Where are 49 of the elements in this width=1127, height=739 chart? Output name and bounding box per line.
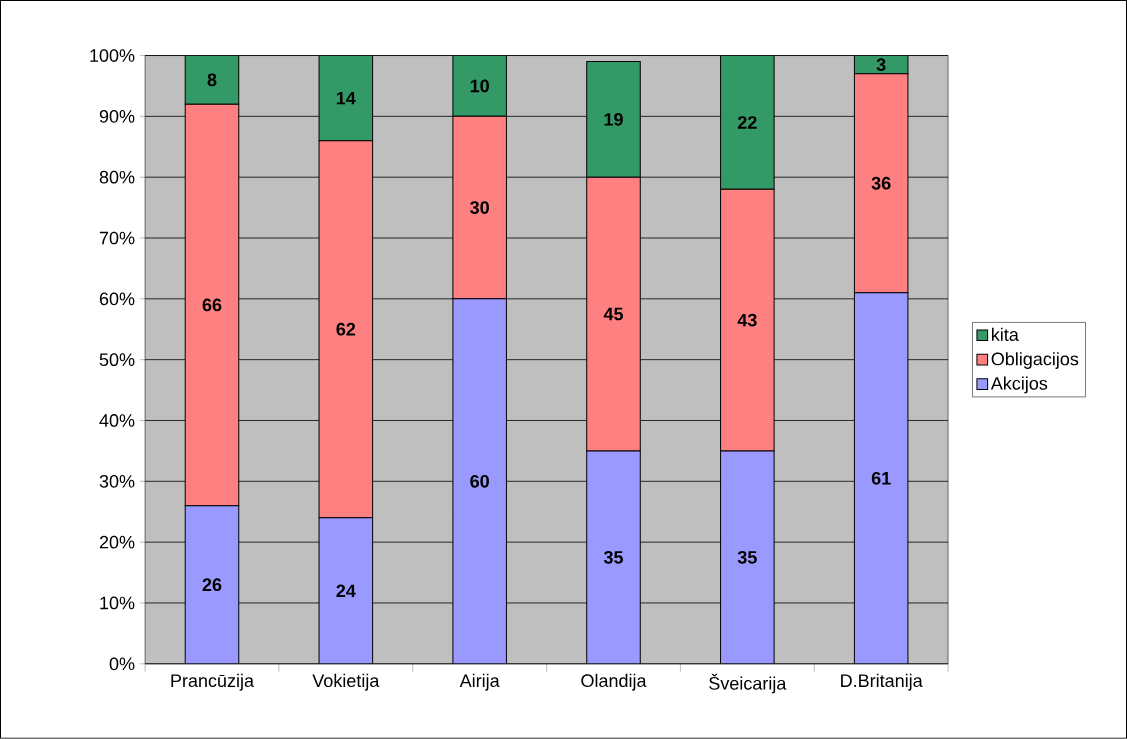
data-label: 43 — [737, 313, 757, 327]
data-label: 26 — [202, 578, 222, 592]
data-label: 66 — [202, 298, 222, 312]
data-label: 60 — [470, 475, 489, 488]
y-tick-label: 60% — [99, 292, 135, 306]
data-label: 61 — [871, 471, 891, 485]
data-label: 35 — [603, 551, 624, 564]
legend-label: Akcijos — [990, 376, 1048, 394]
data-label: 24 — [336, 584, 356, 598]
data-label: 19 — [604, 113, 623, 126]
x-tick-label: Vokietija — [312, 673, 380, 691]
bar — [853, 292, 909, 664]
data-label: 30 — [470, 201, 489, 215]
y-tick-label: 80% — [99, 170, 135, 184]
bar — [318, 517, 374, 664]
legend-label: Obligacijos — [991, 352, 1079, 369]
data-label: 45 — [603, 307, 624, 321]
y-tick-label: 50% — [99, 353, 135, 367]
data-label: 8 — [207, 73, 217, 87]
y-tick-label: 100% — [90, 49, 135, 62]
bar — [184, 55, 240, 105]
data-label: 10 — [470, 79, 489, 93]
bar — [720, 55, 775, 190]
x-tick-label: Prancūzija — [171, 673, 255, 691]
bar — [452, 298, 507, 664]
y-tick-label: 40% — [99, 414, 135, 427]
data-label: 35 — [737, 551, 757, 564]
y-tick-label: 0% — [109, 657, 135, 671]
data-label: 22 — [737, 116, 757, 129]
x-tick-label: D.Britanija — [841, 673, 923, 691]
bar — [318, 55, 374, 142]
y-tick-label: 10% — [100, 596, 135, 610]
x-tick-label: Šveicarija — [709, 673, 787, 694]
bar — [184, 505, 240, 664]
data-label: 14 — [336, 91, 356, 105]
y-tick-label: 20% — [99, 535, 135, 549]
y-tick-label: 70% — [99, 231, 135, 245]
x-tick-label: Olandija — [581, 673, 647, 691]
bar — [452, 55, 507, 117]
bar — [586, 61, 641, 178]
data-label: 36 — [871, 176, 891, 190]
y-tick-label: 90% — [99, 110, 135, 123]
y-tick-label: 30% — [99, 475, 135, 488]
data-label: 62 — [336, 322, 356, 336]
x-tick-label: Airija — [459, 673, 500, 691]
bar — [720, 450, 775, 664]
bar — [586, 450, 641, 664]
data-label: 3 — [876, 58, 886, 72]
legend-label: kita — [992, 327, 1019, 342]
